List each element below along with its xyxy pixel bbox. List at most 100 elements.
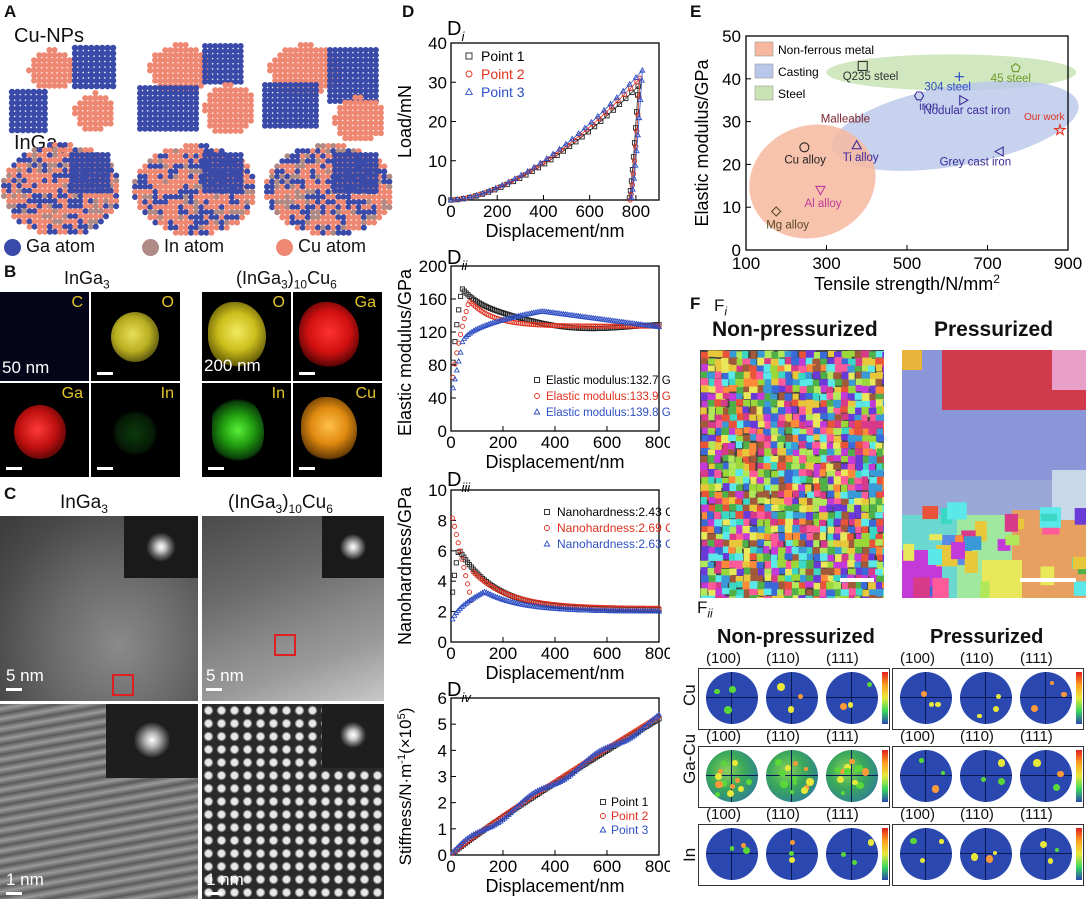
b-right-title: (InGa3)10Cu6	[236, 268, 337, 292]
pole-figure	[826, 828, 878, 880]
y-tick-label: 4	[438, 572, 447, 591]
pole-figure	[960, 672, 1012, 724]
chart-e: 100 300 500 700 900 0 10 20 30 40 50 Tensile streng…	[692, 27, 1082, 294]
scale-label-5nm: 5 nm	[206, 666, 244, 685]
y-axis-label: Elastic modulus/GPa	[692, 58, 712, 226]
x-tick-label: 200	[489, 644, 517, 663]
pole-figure	[1020, 828, 1072, 880]
scatter-point	[799, 142, 810, 153]
y-tick-label: 30	[722, 113, 741, 132]
plane-label: (111)	[826, 806, 859, 823]
x-tick-label: 0	[446, 644, 455, 663]
y-tick-label: 160	[419, 290, 447, 309]
panel-label-f: F	[690, 294, 701, 313]
fft-inset	[322, 516, 384, 578]
x-axis-label: Displacement/nm	[485, 221, 624, 241]
point-label: Ti alloy	[843, 152, 879, 164]
plane-label: (111)	[826, 728, 859, 745]
y-tick-label: 1	[438, 820, 447, 839]
in-atom-label: In atom	[164, 236, 225, 256]
point-label: iron	[919, 101, 938, 113]
x-tick-label: 800	[645, 857, 670, 876]
x-axis-label: Tensile strength/N/mm2	[814, 272, 1000, 294]
scatter-point	[1053, 122, 1067, 136]
x-axis-label: Displacement/nm	[485, 452, 624, 472]
fii-left-title: Non-pressurized	[717, 626, 875, 648]
cu-atom-swatch	[276, 239, 293, 256]
y-tick-label: 0	[732, 241, 741, 260]
pole-figure	[900, 750, 952, 802]
y-tick-label: 10	[428, 481, 447, 500]
panel-label-a: A	[4, 2, 17, 21]
scale-label-200nm: 200 nm	[204, 356, 261, 375]
x-tick-label: 900	[1054, 254, 1082, 273]
scatter-point	[857, 60, 868, 72]
y-tick-label: 2	[438, 603, 447, 622]
legend-entry: Elastic modulus:139.8 GPa	[546, 407, 670, 419]
b-left-title: InGa3	[64, 268, 110, 292]
panel-label-b: B	[4, 262, 17, 281]
chart-di-label: Di	[447, 18, 465, 44]
pole-figure	[766, 672, 818, 724]
scatter-point	[770, 206, 782, 217]
plane-label: (110)	[960, 806, 994, 823]
point-label: Mg alloy	[766, 219, 809, 231]
scale-label-1nm: 1 nm	[6, 870, 44, 889]
plane-label: (100)	[706, 650, 742, 667]
scatter-point	[815, 185, 826, 196]
y-tick-label: 0	[438, 846, 447, 865]
plane-label: (111)	[826, 650, 859, 667]
hrtem-cu: 1 nm	[202, 704, 384, 899]
atom-models	[1, 42, 393, 236]
y-tick-label: 200	[419, 257, 447, 276]
legend-swatch	[754, 63, 774, 79]
in-atom-swatch	[142, 239, 159, 256]
fi-left-title: Non-pressurized	[712, 318, 878, 341]
colorbar	[1076, 828, 1082, 880]
pole-figure	[766, 828, 818, 880]
tem-inga3-low: 5 nm	[0, 516, 198, 701]
point-label: 304 steel	[924, 82, 971, 94]
y-axis-label: Stiffness/N·m-1(×105)	[396, 708, 415, 866]
scale-label-5nm: 5 nm	[6, 666, 44, 685]
colorbar	[1076, 750, 1082, 802]
y-tick-label: 50	[722, 27, 741, 46]
plane-label: (100)	[706, 728, 742, 745]
y-axis-label: Nanohardness/GPa	[395, 486, 415, 645]
y-tick-label: 30	[428, 73, 447, 92]
ga-atom-label: Ga atom	[26, 236, 96, 256]
plane-label: (100)	[900, 650, 936, 667]
legend-entry: Elastic modulus:132.7 GPa	[546, 375, 670, 387]
ebsd-map-non-pressurized	[700, 350, 884, 598]
chart-dii-label: Dii	[447, 250, 468, 273]
hrtem-inga3: 1 nm	[0, 704, 198, 899]
y-tick-label: 20	[428, 113, 447, 132]
x-tick-label: 600	[593, 644, 621, 663]
pole-figure	[900, 672, 952, 724]
scale-bar	[840, 578, 874, 582]
plane-label: (100)	[706, 806, 742, 823]
pole-figure	[960, 750, 1012, 802]
y-tick-label: 4	[438, 741, 447, 760]
c-left-title: InGa3	[60, 492, 108, 516]
y-tick-label: 6	[438, 689, 447, 708]
plane-label: (110)	[766, 728, 800, 745]
roi-box	[274, 634, 296, 656]
x-tick-label: 400	[541, 644, 569, 663]
x-tick-label: 600	[593, 857, 621, 876]
pole-figure-row-label: Ga-Cu	[680, 733, 699, 784]
point-label: Nodular cast iron	[923, 105, 1010, 117]
roi-box	[112, 674, 134, 696]
legend-entry: Steel	[778, 87, 805, 101]
fft-inset	[322, 704, 384, 768]
x-tick-label: 0	[446, 202, 455, 221]
eds-map-inga3-o: O	[91, 292, 180, 381]
scatter-point	[1010, 62, 1021, 73]
pole-figure-row-label: In	[680, 847, 699, 862]
cu-atom-label: Cu atom	[298, 236, 367, 256]
pole-figure	[1020, 672, 1072, 724]
y-tick-label: 0	[438, 633, 447, 652]
x-tick-label: 200	[483, 202, 511, 221]
x-tick-label: 400	[529, 202, 557, 221]
colorbar	[882, 828, 888, 880]
